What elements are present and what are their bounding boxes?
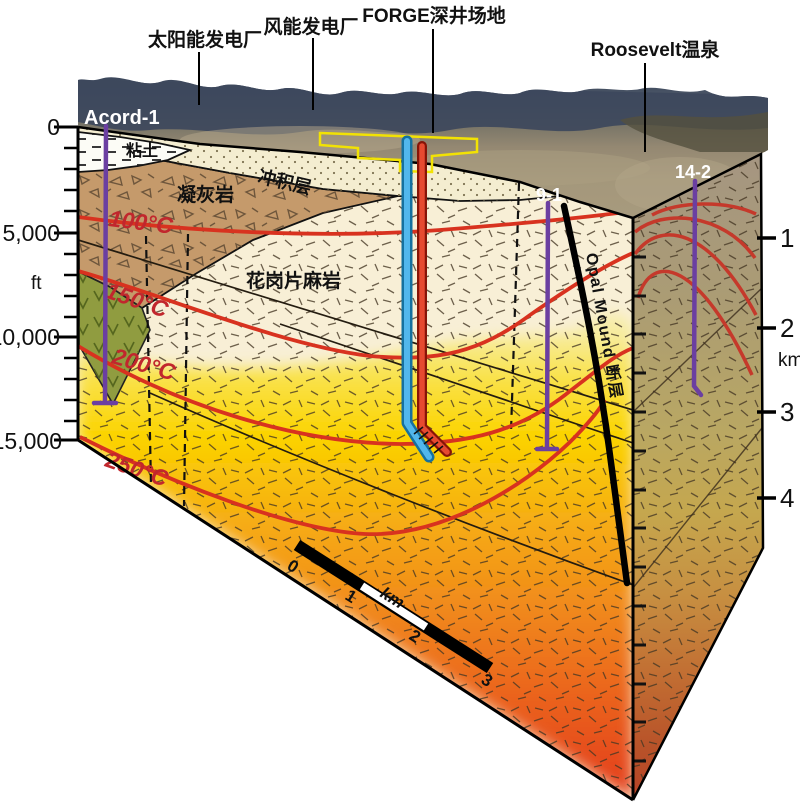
block-right-face <box>633 154 763 800</box>
volcanic-wedge-texture <box>79 272 150 404</box>
left-axis-tick-15000: 15,000 <box>0 428 62 454</box>
right-axis-unit-label: km <box>778 350 800 371</box>
well-14-2-label: 14-2 <box>675 162 711 182</box>
surface-edge <box>77 125 634 220</box>
bottom-edge <box>77 438 634 802</box>
injection-well-blue <box>404 138 432 460</box>
photo-foothills <box>620 112 768 152</box>
photo-mountain-range <box>78 80 768 135</box>
right-face-layer-line <box>633 287 763 413</box>
right-axis-tick-2: 2 <box>780 313 794 343</box>
left-depth-axis: 0 5,000 10,000 15,000 ft <box>0 114 78 454</box>
left-axis-tick-0: 0 <box>47 114 60 140</box>
solar-plant-label: 太阳能发电厂 <box>148 28 262 51</box>
annotation-leader-lines <box>198 29 646 152</box>
forge-well-pair <box>401 135 452 463</box>
forge-site-outline <box>318 131 479 174</box>
right-axis-tick-4: 4 <box>780 483 794 513</box>
corner-edge-depth-ticks <box>633 255 646 763</box>
dashed-boundary-lines <box>144 182 521 507</box>
tuff-texture <box>78 145 398 308</box>
left-axis-major-ticks <box>54 125 78 442</box>
forge-site-label: FORGE深井场地 <box>362 4 506 27</box>
right-axis-ticks <box>757 236 776 500</box>
tuff-label: 凝灰岩 <box>177 183 234 206</box>
roosevelt-springs-label: Roosevelt温泉 <box>591 38 721 61</box>
well-acord1: Acord-1 <box>84 107 160 406</box>
wind-plant-label: 风能发电厂 <box>263 15 358 38</box>
well-9-1-label: 9-1 <box>536 185 562 205</box>
isotherm-250c-line <box>79 399 607 536</box>
right-axis-tick-1: 1 <box>780 223 794 253</box>
right-axis-tick-3: 3 <box>780 397 794 427</box>
left-axis-unit-label: ft <box>31 273 42 294</box>
opal-mound-fault-line <box>560 202 631 587</box>
well-acord1-bore <box>91 123 119 406</box>
left-axis-tick-5000: 5,000 <box>2 220 60 246</box>
alluvium-texture <box>78 127 560 201</box>
fracture-zone-hatches <box>413 426 444 454</box>
left-axis-tick-10000: 10,000 <box>0 324 60 350</box>
foliation-layer-lines <box>78 239 633 586</box>
granite-gneiss-label: 花岗片麻岩 <box>246 269 341 292</box>
well-14-2-bore <box>691 178 704 398</box>
well-acord1-label: Acord-1 <box>84 107 160 129</box>
well-14-2: 14-2 <box>675 162 711 398</box>
right-depth-axis: 1 2 3 4 km <box>757 223 800 513</box>
well-9-1-bore <box>534 200 560 452</box>
well-9-1: 9-1 <box>534 185 562 452</box>
right-face-layer-line <box>633 427 763 589</box>
clay-label: 粘土 <box>126 141 158 160</box>
scale-bar-white-segment <box>359 582 429 631</box>
left-axis-minor-ticks <box>64 146 78 423</box>
